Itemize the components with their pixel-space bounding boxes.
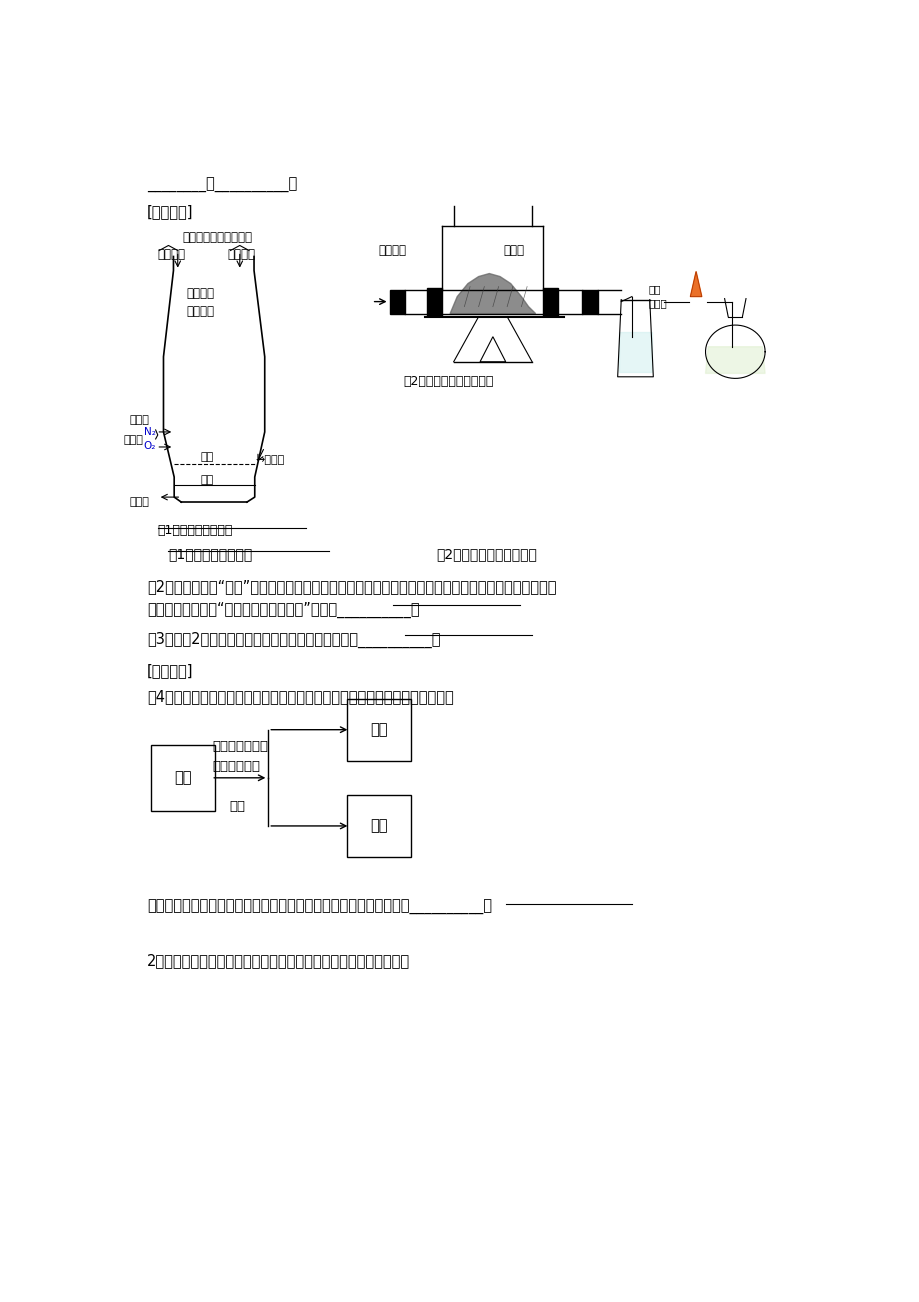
Text: 高炉气体: 高炉气体 bbox=[227, 249, 255, 262]
Text: 铁矿石、焦炭、石灿石: 铁矿石、焦炭、石灿石 bbox=[183, 232, 253, 245]
Text: 过滤: 过滤 bbox=[229, 799, 244, 812]
Text: （2）古法炼铜中“夹墙”是为了增大反应物的接触面积。根据高炉炼铁示意图，试分析现代炼铁除将固体: （2）古法炼铜中“夹墙”是为了增大反应物的接触面积。根据高炉炼铁示意图，试分析现… bbox=[147, 579, 556, 594]
Text: 滤液: 滤液 bbox=[369, 819, 387, 833]
Text: 图2：一氧化碳还原氧化铁: 图2：一氧化碳还原氧化铁 bbox=[436, 547, 536, 561]
Polygon shape bbox=[705, 346, 765, 374]
Text: 向暗红色滤渣中滴加稀盐酸，无气泡决出。写出滤液中金属离子组成__________。: 向暗红色滤渣中滴加稀盐酸，无气泡决出。写出滤液中金属离子组成__________… bbox=[147, 900, 492, 915]
Text: 热空气: 热空气 bbox=[123, 435, 143, 445]
Text: 出铁口: 出铁口 bbox=[129, 497, 149, 506]
Text: （4）某同学用含硝酸铜、硝酸银和硝酸铝的废液进行实验，流程如下图所示。: （4）某同学用含硝酸铜、硝酸银和硝酸铝的废液进行实验，流程如下图所示。 bbox=[147, 690, 453, 704]
Text: 图2：一氧化碳还原氧化铁: 图2：一氧化碳还原氧化铁 bbox=[403, 375, 494, 388]
Text: N₂: N₂ bbox=[143, 427, 155, 437]
Text: 生铁: 生铁 bbox=[200, 475, 213, 486]
Text: 形成炉渣: 形成炉渣 bbox=[186, 305, 214, 318]
Text: 滤渣: 滤渣 bbox=[369, 723, 387, 737]
Polygon shape bbox=[618, 332, 652, 372]
Text: 图1：高炉炼铁示意图: 图1：高炉炼铁示意图 bbox=[168, 547, 253, 561]
Text: 一定量的锤粉、: 一定量的锤粉、 bbox=[211, 740, 267, 753]
Text: ________，__________。: ________，__________。 bbox=[147, 178, 297, 193]
Text: 石灰水: 石灰水 bbox=[648, 298, 666, 309]
Text: 物料均匀混合外，“增大反应物接触面积”的做法__________。: 物料均匀混合外，“增大反应物接触面积”的做法__________。 bbox=[147, 602, 419, 617]
Text: [湿法冶金]: [湿法冶金] bbox=[147, 664, 193, 678]
Text: 氧化铁: 氧化铁 bbox=[503, 245, 524, 258]
FancyBboxPatch shape bbox=[582, 289, 597, 314]
FancyBboxPatch shape bbox=[426, 288, 442, 315]
FancyBboxPatch shape bbox=[346, 699, 411, 760]
Polygon shape bbox=[689, 272, 701, 297]
Text: 炉渣: 炉渣 bbox=[200, 452, 213, 462]
Text: [现代炼铁]: [现代炼铁] bbox=[147, 204, 193, 219]
Text: 2、铝、铁、铜是人类广泛使用的三种金属，与我们生活息息相关。: 2、铝、铁、铜是人类广泛使用的三种金属，与我们生活息息相关。 bbox=[147, 953, 410, 969]
Text: 高炉气体: 高炉气体 bbox=[158, 249, 186, 262]
Text: →出渣口: →出渣口 bbox=[255, 454, 284, 465]
Text: 一氧化碳: 一氧化碳 bbox=[379, 245, 406, 258]
Text: O₂: O₂ bbox=[143, 441, 155, 450]
Text: 生成生铁: 生成生铁 bbox=[186, 286, 214, 299]
Text: 图1：高炉炼铁示意图: 图1：高炉炼铁示意图 bbox=[158, 525, 233, 538]
FancyBboxPatch shape bbox=[389, 289, 404, 314]
FancyBboxPatch shape bbox=[542, 288, 558, 315]
FancyBboxPatch shape bbox=[151, 745, 215, 811]
Polygon shape bbox=[449, 273, 535, 314]
FancyBboxPatch shape bbox=[346, 794, 411, 857]
Text: 进风口: 进风口 bbox=[129, 415, 149, 424]
Text: 废液: 废液 bbox=[174, 771, 191, 785]
Text: 澳清: 澳清 bbox=[648, 285, 660, 294]
Text: （3）如图2装置中模拟炼铁发生反应的化学方程式为__________。: （3）如图2装置中模拟炼铁发生反应的化学方程式为__________。 bbox=[147, 631, 440, 647]
Text: 铝粉的混合物: 铝粉的混合物 bbox=[211, 760, 260, 773]
